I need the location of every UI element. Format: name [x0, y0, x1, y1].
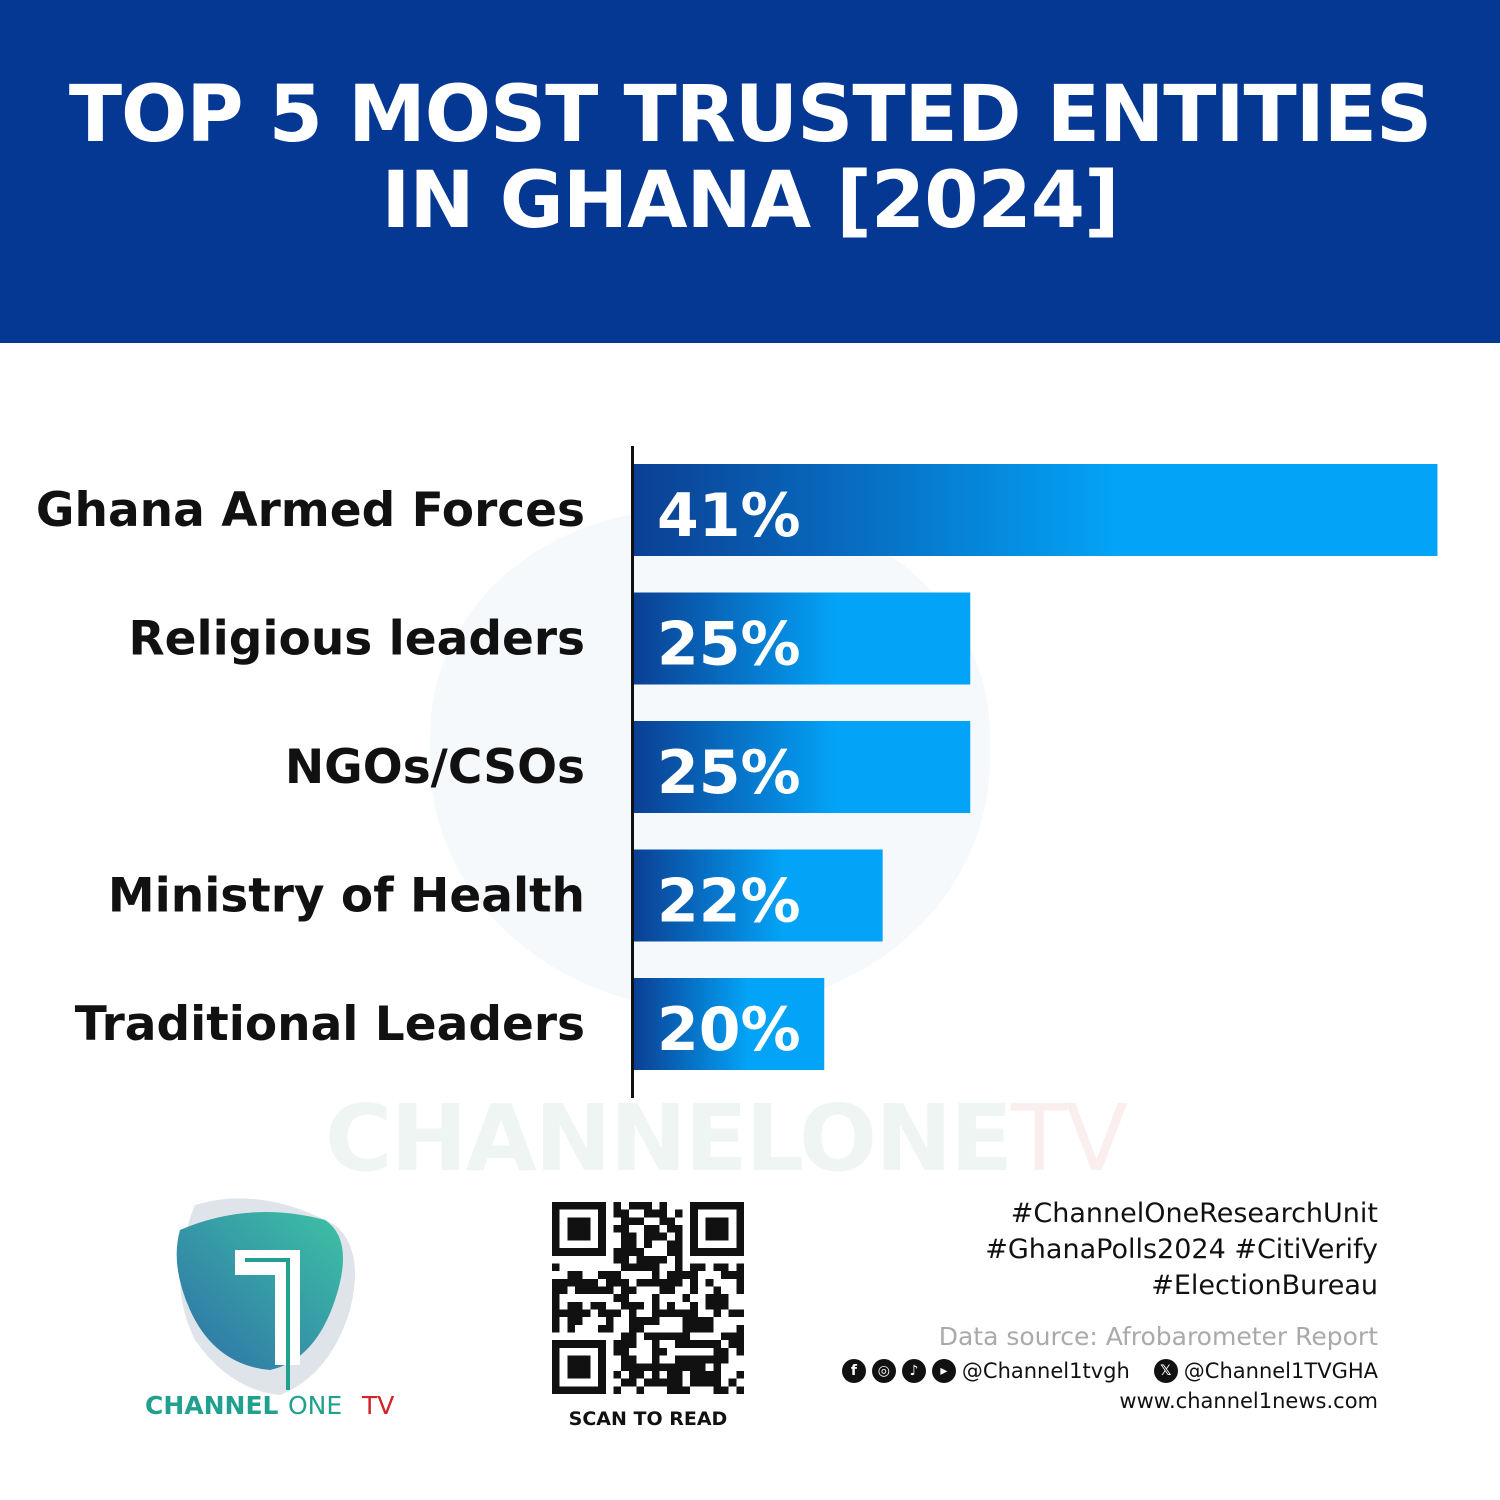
- qr-caption: SCAN TO READ: [568, 1408, 728, 1430]
- category-label: Ministry of Health: [108, 869, 585, 924]
- watermark-tv: TV: [1010, 1085, 1128, 1192]
- title-line-1: TOP 5 MOST TRUSTED ENTITIES: [68, 69, 1432, 160]
- value-label: 25%: [657, 738, 801, 808]
- hashtag-line: #GhanaPolls2024 #CitiVerify: [985, 1234, 1378, 1265]
- logo-tv: TV: [361, 1391, 394, 1420]
- tiktok-icon[interactable]: ♪: [901, 1359, 926, 1383]
- category-label: NGOs/CSOs: [285, 740, 585, 795]
- data-source: Data source: Afrobarometer Report: [938, 1322, 1378, 1351]
- social-handles: f ◎ ♪ ▸ @Channel1tvgh 𝕏 @Channel1TVGHA: [841, 1359, 1378, 1383]
- x-icon[interactable]: 𝕏: [1153, 1359, 1178, 1383]
- footer-info: #ChannelOneResearchUnit #GhanaPolls2024 …: [841, 1196, 1378, 1413]
- bar: [633, 592, 971, 685]
- header-banner: TOP 5 MOST TRUSTED ENTITIES IN GHANA [20…: [0, 0, 1500, 343]
- watermark-text: CHANNELONETV: [325, 1085, 1128, 1192]
- category-label: Traditional Leaders: [75, 997, 585, 1052]
- social-handle[interactable]: @Channel1tvgh: [961, 1359, 1130, 1383]
- website-link[interactable]: www.channel1news.com: [1119, 1389, 1378, 1413]
- value-label: 22%: [657, 867, 801, 937]
- bar: [633, 721, 971, 813]
- value-label: 41%: [657, 481, 801, 551]
- channelone-logo: CHANNEL ONE TV: [145, 1198, 394, 1420]
- facebook-icon[interactable]: f: [841, 1359, 866, 1383]
- watermark-main: CHANNELONE: [325, 1085, 1013, 1192]
- bar: [633, 978, 825, 1070]
- bar: [633, 464, 1438, 556]
- category-label: Religious leaders: [128, 612, 585, 667]
- x-handle[interactable]: @Channel1TVGHA: [1183, 1359, 1378, 1383]
- category-label: Ghana Armed Forces: [36, 483, 585, 538]
- hashtag-line: #ElectionBureau: [1151, 1270, 1378, 1301]
- value-label: 20%: [657, 995, 801, 1065]
- instagram-icon[interactable]: ◎: [871, 1359, 896, 1383]
- y-axis-line: [631, 446, 634, 1098]
- qr-code[interactable]: [552, 1202, 744, 1394]
- title-line-2: IN GHANA [2024]: [381, 155, 1119, 246]
- youtube-icon[interactable]: ▸: [931, 1359, 956, 1383]
- value-label: 25%: [657, 610, 801, 680]
- hashtag-line: #ChannelOneResearchUnit: [1010, 1198, 1378, 1229]
- bar: [633, 849, 883, 942]
- logo-channel: CHANNEL: [145, 1391, 279, 1420]
- logo-one: ONE: [288, 1391, 342, 1420]
